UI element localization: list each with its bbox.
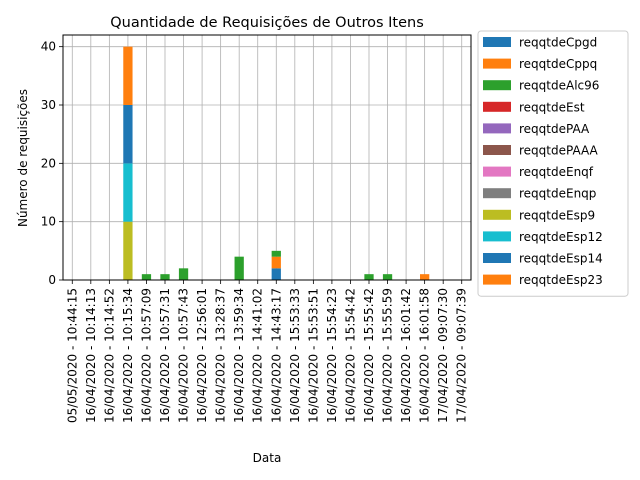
legend-swatch [483,209,511,220]
legend-swatch [483,145,511,155]
chart-title: Quantidade de Requisições de Outros Iten… [110,15,424,31]
legend-swatch [483,101,511,112]
y-axis: 0 10 20 30 40 [41,40,63,287]
legend-label: reqqtdeEsp12 [519,230,603,244]
x-tick-label: 16/04/2020 - 13:28:37 [214,288,228,423]
x-tick-label: 16/04/2020 - 15:55:59 [381,288,395,423]
plot-frame [62,34,472,281]
legend-label: reqqtdePAAA [519,144,599,158]
x-tick-label: 16/04/2020 - 16:01:42 [399,288,413,423]
y-tick-label: 40 [41,40,56,54]
bar-segment [271,256,281,269]
legend-swatch [483,37,511,47]
bar-segment [123,221,133,280]
legend-label: reqqtdeCpgd [519,36,597,50]
x-tick-label: 16/04/2020 - 10:14:13 [84,288,98,423]
legend-swatch [483,166,511,177]
y-tick-label: 10 [41,215,56,229]
legend-label: reqqtdeAlc96 [519,79,599,93]
y-tick-label: 20 [41,156,56,170]
bar-segment [123,163,133,222]
bar-segment [382,274,393,280]
bar-segment [160,274,170,280]
bar-segment [364,274,374,280]
bar-segment [234,256,244,280]
x-tick-label: 16/04/2020 - 10:57:31 [158,288,172,423]
legend-frame [477,30,629,297]
bar-segment [271,250,281,257]
bar-segment [178,268,189,280]
x-axis-label: Data [253,451,282,465]
legend-label: reqqtdeCppq [519,57,597,71]
legend-swatch [483,253,511,263]
bar-segment [420,274,430,280]
x-tick-label: 16/04/2020 - 14:43:17 [269,288,283,423]
bar-segment [123,46,133,105]
x-tick-label: 16/04/2020 - 13:59:34 [232,288,246,423]
legend-swatch [483,274,511,285]
x-tick-label: 16/04/2020 - 15:53:51 [306,288,320,423]
legend-swatch [483,123,511,134]
legend-swatch [483,80,511,91]
legend: reqqtdeCpgd reqqtdeCppq reqqtdeAlc96 reqqtd… [477,30,629,297]
x-tick-label: 16/04/2020 - 14:41:02 [251,288,265,423]
x-tick-label: 16/04/2020 - 16:01:58 [418,288,432,423]
y-tick-label: 0 [48,273,56,287]
x-tick-label: 16/04/2020 - 12:56:01 [195,288,209,423]
legend-label: reqqtdeEsp9 [519,208,595,222]
x-axis: 05/05/2020 - 10:44:15 16/04/2020 - 10:14:… [65,280,469,423]
y-tick-label: 30 [41,98,56,112]
legend-label: reqqtdeEsp23 [519,273,603,287]
bar-segment [123,105,133,164]
legend-label: reqqtdeEst [519,100,585,114]
bars [123,46,430,280]
bar-segment [141,274,152,280]
legend-label: reqqtdePAA [519,122,590,136]
y-axis-label: Número de requisições [16,89,30,227]
x-tick-label: 16/04/2020 - 10:57:09 [139,288,153,423]
x-tick-label: 17/04/2020 - 09:07:39 [455,288,469,423]
legend-swatch [483,231,511,242]
x-tick-label: 05/05/2020 - 10:44:15 [65,288,79,423]
x-tick-label: 16/04/2020 - 15:53:33 [288,288,302,423]
x-tick-label: 16/04/2020 - 15:54:23 [325,288,339,423]
legend-label: reqqtdeEnqp [519,187,596,201]
x-tick-label: 16/04/2020 - 15:54:42 [343,288,357,423]
x-tick-label: 16/04/2020 - 10:14:52 [102,288,116,423]
legend-swatch [483,58,511,69]
x-tick-label: 16/04/2020 - 10:15:34 [121,288,135,423]
legend-swatch [483,188,511,199]
bar-segment [271,268,281,280]
legend-label: reqqtdeEsp14 [519,252,603,266]
x-tick-label: 16/04/2020 - 10:57:43 [177,288,191,423]
x-tick-label: 16/04/2020 - 15:55:42 [362,288,376,423]
x-tick-label: 17/04/2020 - 09:07:30 [436,288,450,423]
legend-label: reqqtdeEnqf [519,165,594,179]
